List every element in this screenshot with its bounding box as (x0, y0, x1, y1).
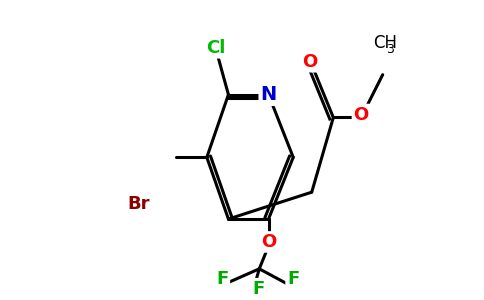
Text: N: N (260, 85, 277, 104)
Text: O: O (302, 53, 318, 71)
Text: Br: Br (128, 195, 150, 213)
Text: Cl: Cl (206, 39, 226, 57)
Text: O: O (261, 233, 276, 251)
Text: F: F (252, 280, 264, 298)
Text: F: F (216, 270, 228, 288)
Text: F: F (287, 270, 299, 288)
Text: 3: 3 (386, 43, 394, 56)
Text: O: O (353, 106, 369, 124)
Text: CH: CH (374, 34, 397, 52)
